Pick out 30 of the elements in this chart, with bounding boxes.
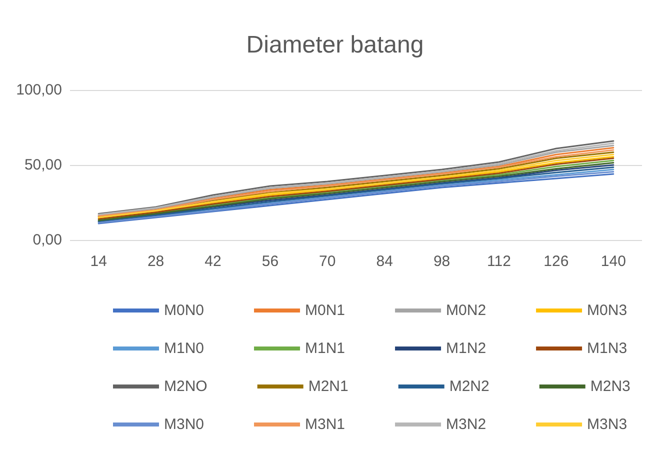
legend-label: M0N0: [164, 302, 204, 319]
legend-label: M0N2: [446, 302, 486, 319]
legend-label: M2NO: [164, 378, 208, 395]
legend-label: M3N3: [587, 416, 628, 433]
legend-label: M1N3: [587, 340, 628, 357]
legend-label: M3N0: [164, 416, 204, 433]
legend-label: M2N2: [449, 378, 490, 395]
y-tick-label: 0,00: [32, 232, 62, 248]
x-tick-label: 126: [544, 253, 569, 270]
legend-label: M2N3: [590, 378, 630, 395]
x-tick-label: 140: [600, 253, 626, 270]
legend-label: M0N3: [587, 302, 628, 319]
x-tick-label: 112: [487, 253, 511, 270]
x-tick-label: 98: [433, 253, 450, 270]
legend-label: M1N2: [446, 340, 486, 357]
y-tick-label: 50,00: [24, 156, 62, 174]
legend-label: M2N1: [308, 378, 348, 395]
chart-title: Diameter batang: [246, 32, 424, 58]
y-tick-label: 100,00: [16, 82, 62, 98]
legend-label: M1N1: [305, 340, 346, 357]
x-tick-label: 84: [376, 253, 393, 270]
x-tick-label: 28: [147, 253, 164, 270]
x-tick-label: 70: [319, 253, 336, 270]
x-tick-label: 56: [262, 253, 279, 270]
x-tick-label: 14: [90, 253, 107, 270]
legend-label: M3N2: [446, 416, 486, 433]
legend-label: M1N0: [164, 340, 204, 357]
x-tick-label: 42: [204, 253, 222, 270]
legend-label: M0N1: [305, 302, 346, 319]
legend-label: M3N1: [305, 416, 346, 433]
